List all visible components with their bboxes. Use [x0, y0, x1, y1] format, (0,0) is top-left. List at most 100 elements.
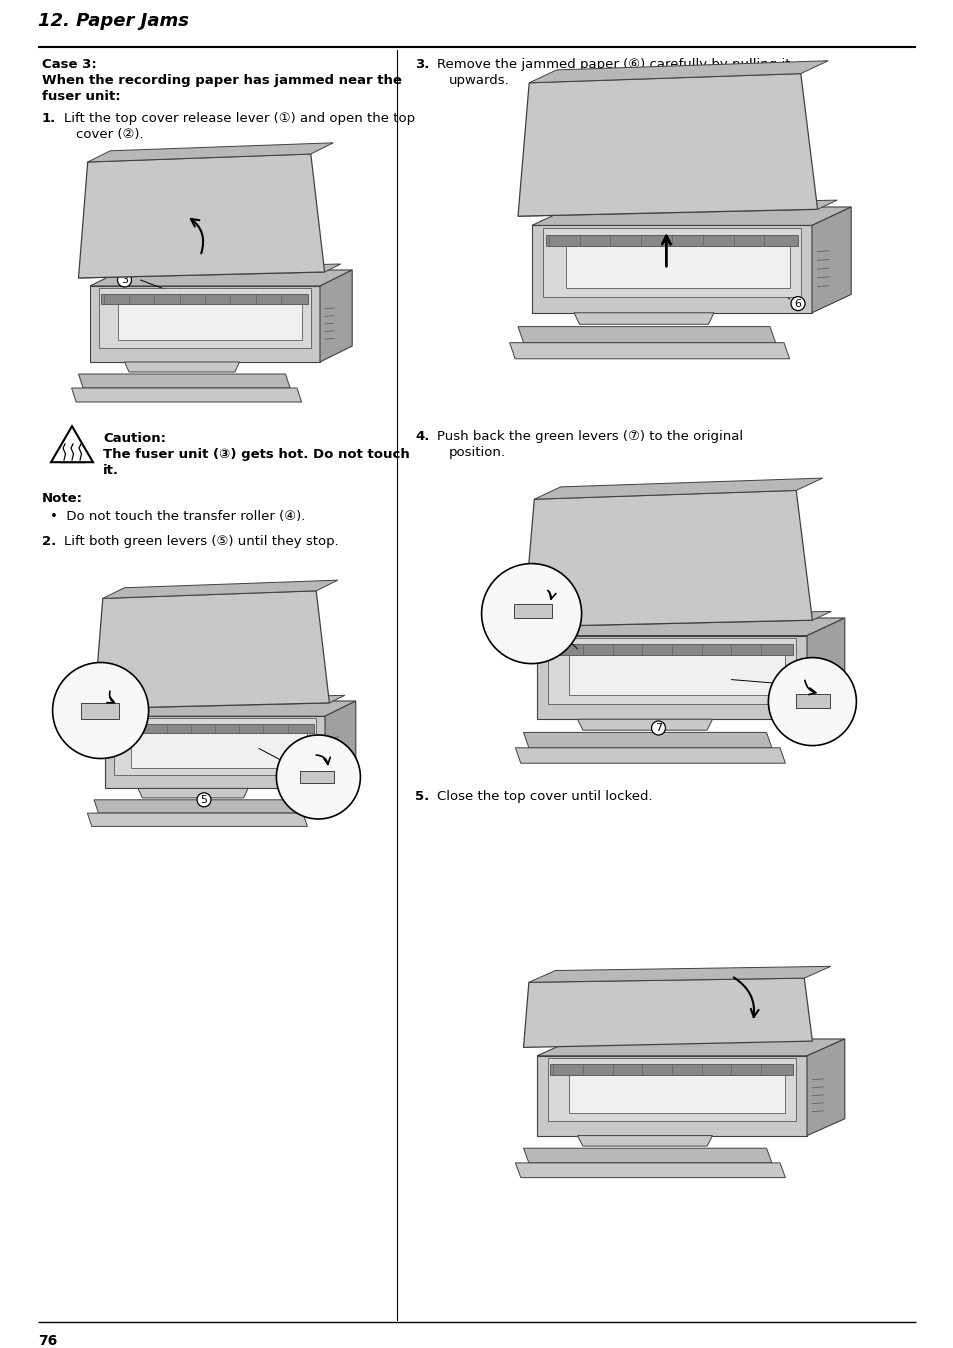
Text: 7: 7 — [655, 723, 661, 733]
Polygon shape — [319, 270, 352, 363]
Text: Lift both green levers (⑤) until they stop.: Lift both green levers (⑤) until they st… — [64, 535, 338, 549]
Polygon shape — [90, 286, 319, 363]
Polygon shape — [806, 1039, 844, 1135]
FancyArrowPatch shape — [191, 218, 203, 253]
Polygon shape — [547, 1058, 796, 1122]
Polygon shape — [532, 208, 850, 225]
FancyArrowPatch shape — [547, 590, 556, 599]
Text: upwards.: upwards. — [449, 74, 509, 88]
Circle shape — [767, 658, 856, 745]
Polygon shape — [515, 1163, 784, 1178]
Polygon shape — [116, 724, 314, 733]
Polygon shape — [113, 718, 315, 775]
Text: 4.: 4. — [415, 430, 429, 443]
Polygon shape — [78, 373, 290, 388]
Polygon shape — [796, 694, 829, 708]
Polygon shape — [577, 1135, 712, 1146]
Polygon shape — [532, 225, 811, 313]
Polygon shape — [547, 638, 796, 704]
Polygon shape — [80, 702, 118, 718]
Polygon shape — [528, 967, 830, 983]
FancyArrowPatch shape — [733, 977, 758, 1018]
Polygon shape — [542, 228, 800, 297]
Polygon shape — [545, 235, 797, 247]
Polygon shape — [78, 264, 340, 278]
Polygon shape — [537, 1039, 844, 1055]
Polygon shape — [94, 799, 296, 813]
Text: Push back the green levers (⑦) to the original: Push back the green levers (⑦) to the or… — [436, 430, 742, 443]
FancyArrowPatch shape — [315, 755, 330, 764]
Polygon shape — [125, 363, 239, 372]
Polygon shape — [300, 771, 335, 783]
Polygon shape — [523, 979, 812, 1047]
Text: When the recording paper has jammed near the: When the recording paper has jammed near… — [42, 74, 401, 88]
Text: 1: 1 — [137, 245, 144, 255]
FancyArrowPatch shape — [107, 692, 114, 702]
Polygon shape — [577, 720, 712, 731]
Polygon shape — [523, 612, 830, 627]
FancyArrowPatch shape — [804, 681, 815, 694]
Polygon shape — [565, 247, 789, 287]
Text: •  Do not touch the transfer roller (④).: • Do not touch the transfer roller (④). — [50, 510, 305, 523]
Text: Caution:: Caution: — [103, 431, 166, 445]
Polygon shape — [811, 208, 850, 313]
Polygon shape — [117, 305, 301, 340]
Text: 6: 6 — [794, 299, 801, 309]
Polygon shape — [325, 701, 355, 789]
Polygon shape — [71, 388, 301, 402]
Text: 3: 3 — [121, 275, 128, 284]
Polygon shape — [534, 479, 821, 499]
Polygon shape — [94, 696, 344, 709]
Polygon shape — [515, 748, 784, 763]
Polygon shape — [569, 655, 784, 696]
Polygon shape — [101, 294, 308, 305]
Polygon shape — [88, 143, 333, 162]
Text: cover (②).: cover (②). — [76, 128, 144, 142]
Polygon shape — [88, 813, 307, 826]
Polygon shape — [537, 617, 844, 636]
Text: 5.: 5. — [415, 790, 429, 803]
Polygon shape — [78, 154, 324, 278]
Polygon shape — [509, 342, 789, 359]
Text: Note:: Note: — [42, 492, 83, 506]
Polygon shape — [806, 617, 844, 720]
Polygon shape — [517, 200, 837, 216]
Polygon shape — [103, 580, 337, 599]
Text: 4: 4 — [289, 175, 295, 185]
Text: 5: 5 — [200, 795, 208, 805]
Polygon shape — [523, 732, 771, 748]
Text: Close the top cover until locked.: Close the top cover until locked. — [436, 790, 652, 803]
Polygon shape — [574, 313, 713, 325]
Polygon shape — [138, 789, 248, 798]
Polygon shape — [529, 61, 827, 82]
Polygon shape — [517, 74, 817, 216]
Circle shape — [52, 662, 149, 759]
Polygon shape — [90, 270, 352, 286]
Polygon shape — [537, 636, 806, 720]
Polygon shape — [550, 1064, 793, 1074]
Circle shape — [276, 735, 360, 820]
Text: position.: position. — [449, 446, 505, 460]
Polygon shape — [569, 1074, 784, 1112]
Text: 2.: 2. — [42, 535, 56, 549]
Text: 12. Paper Jams: 12. Paper Jams — [38, 12, 189, 30]
Text: it.: it. — [103, 464, 119, 477]
Polygon shape — [523, 1148, 771, 1163]
Polygon shape — [105, 701, 355, 716]
Polygon shape — [105, 716, 325, 789]
Polygon shape — [550, 644, 793, 655]
Text: fuser unit:: fuser unit: — [42, 90, 120, 102]
Text: 2: 2 — [252, 160, 259, 171]
Text: Remove the jammed paper (⑥) carefully by pulling it: Remove the jammed paper (⑥) carefully by… — [436, 58, 790, 71]
Text: 1.: 1. — [42, 112, 56, 125]
Polygon shape — [94, 590, 329, 709]
Text: 76: 76 — [38, 1335, 57, 1348]
Polygon shape — [99, 288, 311, 348]
Polygon shape — [132, 733, 307, 767]
Circle shape — [481, 563, 581, 663]
Text: The fuser unit (③) gets hot. Do not touch: The fuser unit (③) gets hot. Do not touc… — [103, 448, 410, 461]
Text: 3.: 3. — [415, 58, 429, 71]
Text: Case 3:: Case 3: — [42, 58, 96, 71]
Polygon shape — [517, 326, 775, 342]
Polygon shape — [513, 604, 551, 617]
